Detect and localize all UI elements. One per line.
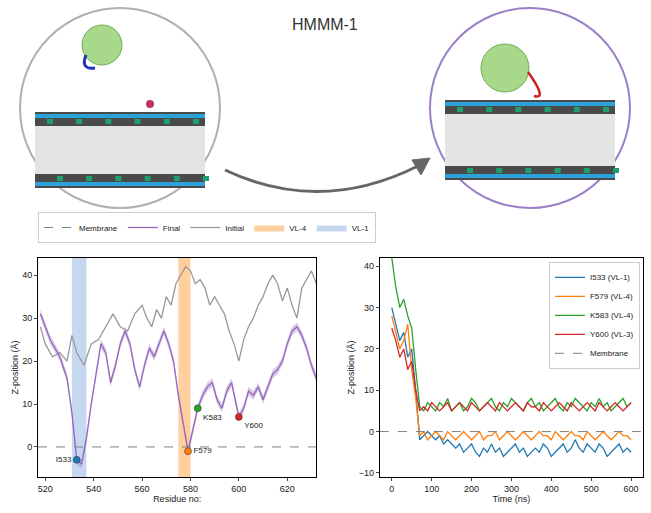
svg-text:30: 30 — [22, 313, 32, 323]
svg-text:30: 30 — [364, 303, 374, 313]
svg-text:600: 600 — [231, 484, 246, 494]
svg-text:0: 0 — [389, 484, 394, 494]
svg-text:Time (ns): Time (ns) — [493, 494, 531, 504]
svg-text:−10: −10 — [359, 468, 374, 478]
svg-text:10: 10 — [22, 399, 32, 409]
svg-text:300: 300 — [504, 484, 519, 494]
svg-text:10: 10 — [364, 385, 374, 395]
svg-text:600: 600 — [624, 484, 639, 494]
svg-text:VL-1: VL-1 — [352, 224, 369, 233]
svg-text:Residue no:: Residue no: — [153, 494, 201, 504]
svg-text:20: 20 — [364, 344, 374, 354]
svg-text:Final: Final — [163, 224, 181, 233]
svg-text:Z-position (Å): Z-position (Å) — [346, 340, 356, 394]
svg-text:520: 520 — [38, 484, 53, 494]
svg-text:20: 20 — [22, 356, 32, 366]
svg-text:500: 500 — [584, 484, 599, 494]
svg-text:560: 560 — [135, 484, 150, 494]
svg-text:580: 580 — [183, 484, 198, 494]
svg-text:VL-4: VL-4 — [289, 224, 306, 233]
svg-text:K583: K583 — [203, 413, 222, 422]
svg-text:Y600 (VL-3): Y600 (VL-3) — [590, 330, 633, 339]
svg-text:100: 100 — [424, 484, 439, 494]
svg-text:Initial: Initial — [225, 224, 244, 233]
svg-text:Z-position (Å): Z-position (Å) — [10, 340, 20, 394]
svg-text:40: 40 — [22, 270, 32, 280]
svg-text:Membrane: Membrane — [79, 224, 118, 233]
svg-text:0: 0 — [27, 442, 32, 452]
svg-text:Membrane: Membrane — [590, 349, 629, 358]
svg-text:I533: I533 — [56, 455, 72, 464]
svg-text:K583 (VL-4): K583 (VL-4) — [590, 311, 633, 320]
svg-text:200: 200 — [464, 484, 479, 494]
svg-text:40: 40 — [364, 261, 374, 271]
svg-text:F579: F579 — [193, 446, 212, 455]
svg-text:HMMM-1: HMMM-1 — [292, 16, 358, 33]
svg-text:Y600: Y600 — [244, 421, 263, 430]
svg-text:I533 (VL-1): I533 (VL-1) — [590, 273, 630, 282]
svg-text:620: 620 — [280, 484, 295, 494]
svg-text:F579 (VL-4): F579 (VL-4) — [590, 292, 633, 301]
svg-text:0: 0 — [369, 427, 374, 437]
svg-text:400: 400 — [544, 484, 559, 494]
svg-text:540: 540 — [86, 484, 101, 494]
